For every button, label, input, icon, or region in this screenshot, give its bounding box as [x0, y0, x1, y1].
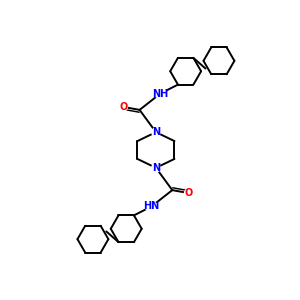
- Text: N: N: [152, 127, 160, 137]
- Ellipse shape: [119, 103, 128, 111]
- Text: NH: NH: [152, 88, 169, 98]
- Text: N: N: [152, 163, 160, 173]
- Ellipse shape: [154, 89, 167, 98]
- Ellipse shape: [152, 128, 160, 136]
- Ellipse shape: [184, 189, 193, 197]
- Text: O: O: [184, 188, 193, 198]
- Text: HN: HN: [143, 202, 160, 212]
- Text: O: O: [119, 102, 128, 112]
- Ellipse shape: [145, 202, 158, 211]
- Ellipse shape: [152, 164, 160, 172]
